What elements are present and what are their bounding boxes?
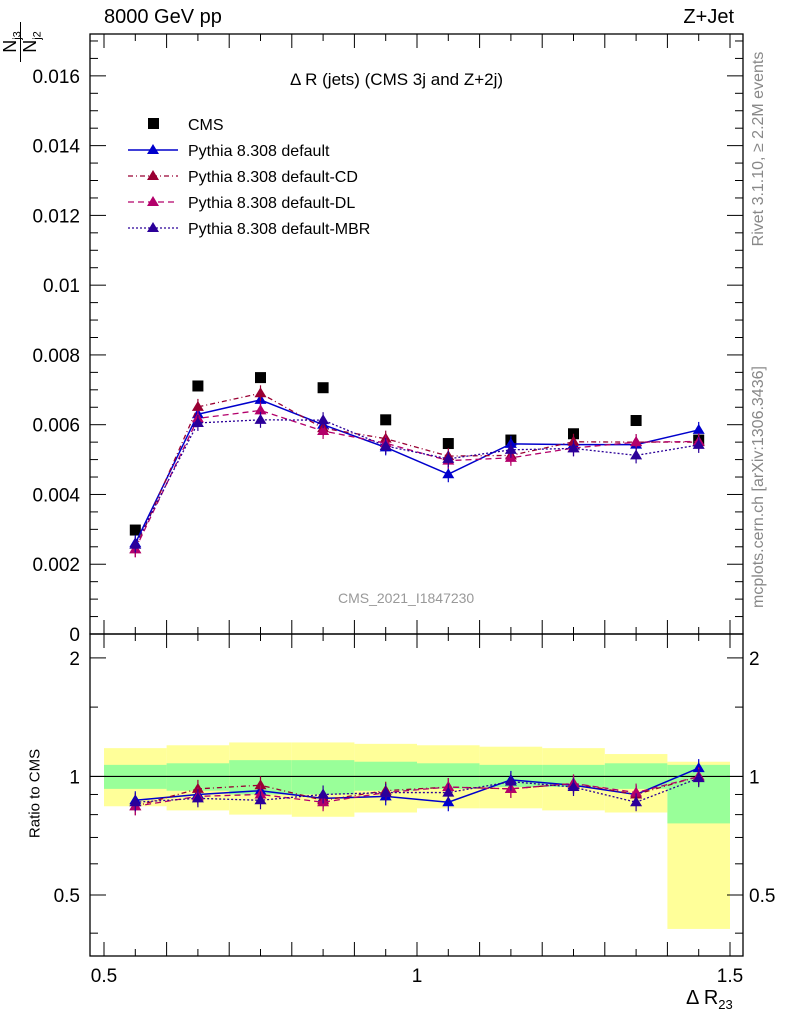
ratio-y-tick-label-right: 1: [749, 767, 760, 788]
marker-default: [692, 423, 705, 434]
cms-data-marker: [255, 372, 266, 384]
ratio-marker-default: [692, 762, 705, 773]
ratio-marker-mbr: [630, 796, 643, 807]
header-left-label: 8000 GeV pp: [104, 6, 222, 28]
legend-marker-cms: [148, 118, 159, 129]
marker-mbr: [191, 416, 204, 427]
ratio-marker-cd: [254, 779, 267, 790]
main-ylabel-den: N: [20, 39, 40, 53]
ratio-y-tick-label-right: 2: [749, 649, 760, 670]
main-y-tick-label: 0.006: [32, 416, 80, 437]
marker-dl: [317, 424, 330, 435]
marker-cd: [254, 387, 267, 398]
ratio-y-tick-label-right: 0.5: [749, 886, 775, 907]
chart-title: Δ R (jets) (CMS 3j and Z+2j): [290, 70, 504, 89]
ratio-marker-mbr: [442, 786, 455, 797]
series-line-default: [134, 399, 699, 544]
ratio-line-default: [135, 767, 699, 804]
main-ylabel-den-sub: j2: [31, 31, 44, 40]
ratio-ylabel: Ratio to CMS: [26, 748, 44, 839]
cms-data-marker: [192, 380, 204, 392]
ratio-panel-series: [129, 759, 705, 816]
x-tick-label: 0.5: [91, 966, 117, 987]
main-y-tick-label: 0.008: [32, 346, 80, 367]
header-right-label: Z+Jet: [683, 6, 734, 28]
ratio-line-mbr: [135, 777, 699, 803]
main-y-tick-label: 0.012: [32, 206, 80, 227]
ratio-marker-mbr: [692, 772, 705, 783]
marker-mbr: [567, 442, 580, 453]
marker-mbr: [692, 438, 705, 449]
main-y-tick-label: 0.01: [43, 276, 80, 297]
cms-data-marker: [317, 382, 329, 394]
x-axis-label-text: Δ R: [686, 987, 719, 1009]
legend-label: Pythia 8.308 default-DL: [188, 195, 355, 212]
marker-default: [442, 468, 455, 479]
marker-dl: [630, 436, 643, 447]
legend-label: Pythia 8.308 default-CD: [188, 169, 358, 186]
ratio-uncertainty-bands: [104, 742, 730, 929]
main-y-tick-label: 0.004: [32, 485, 80, 506]
main-y-tick-label: 0.002: [32, 555, 80, 576]
main-y-tick-label: 0.016: [32, 67, 80, 88]
axes-ticks: 0 0.002 0.004 0.006 0.008 0.01 0.012 0.014 0.016…: [32, 34, 775, 987]
ratio-y-tick-label-left: 2: [69, 649, 80, 670]
legend-marker-mbr: [147, 222, 159, 232]
legend-label: Pythia 8.308 default: [188, 143, 330, 160]
ratio-line-cd: [135, 775, 699, 807]
watermark-label: CMS_2021_I1847230: [338, 590, 475, 606]
x-tick-label: 1.5: [717, 966, 743, 987]
marker-mbr: [379, 439, 392, 450]
main-y-tick-label: 0.014: [32, 137, 80, 158]
legend-marker-dl: [147, 196, 159, 206]
cms-data-marker: [380, 414, 392, 426]
legend-label: Pythia 8.308 default-MBR: [188, 221, 370, 238]
cms-data-marker: [129, 524, 141, 536]
legend: CMS Pythia 8.308 default Pythia 8.308 defa…: [128, 117, 370, 238]
legend-marker-default: [147, 144, 159, 154]
ratio-marker-mbr: [379, 786, 392, 797]
marker-mbr: [129, 538, 142, 549]
marker-mbr: [504, 443, 517, 454]
ratio-marker-mbr: [567, 781, 580, 792]
main-ylabel-num: N: [0, 39, 20, 53]
marker-mbr: [630, 449, 643, 460]
legend-marker-cd: [147, 170, 159, 180]
ratio-marker-dl: [630, 786, 643, 797]
main-panel-series: [129, 372, 705, 558]
cms-data-marker: [630, 415, 642, 427]
rivet-side-label: Rivet 3.1.10, ≥ 2.2M events: [750, 51, 767, 247]
ratio-marker-mbr: [254, 794, 267, 805]
ratio-marker-mbr: [129, 796, 142, 807]
legend-label: CMS: [188, 117, 224, 134]
marker-mbr: [254, 413, 267, 424]
ratio-line-dl: [135, 775, 699, 807]
ratio-marker-mbr: [317, 788, 330, 799]
x-tick-label: 1: [412, 966, 423, 987]
main-y-tick-label: 0: [69, 625, 80, 646]
cms-data-marker: [442, 438, 454, 450]
marker-mbr: [442, 452, 455, 463]
main-ylabel: Nj3 Nj2: [0, 2, 44, 82]
series-line-dl: [134, 409, 699, 550]
marker-cd: [191, 400, 204, 411]
mcplots-side-label: mcplots.cern.ch [arXiv:1306.3436]: [750, 366, 767, 608]
ratio-y-tick-label-left: 0.5: [54, 886, 80, 907]
ratio-marker-mbr: [191, 792, 204, 803]
x-axis-label: Δ R23: [686, 987, 733, 1012]
series-line-cd: [134, 392, 699, 550]
marker-mbr: [317, 414, 330, 425]
series-line-mbr: [134, 419, 699, 545]
ratio-marker-mbr: [504, 775, 517, 786]
x-axis-label-sub: 23: [718, 997, 733, 1012]
cms-data-marker: [568, 428, 579, 440]
ratio-y-tick-label-left: 1: [69, 767, 80, 788]
marker-dl: [254, 404, 267, 415]
